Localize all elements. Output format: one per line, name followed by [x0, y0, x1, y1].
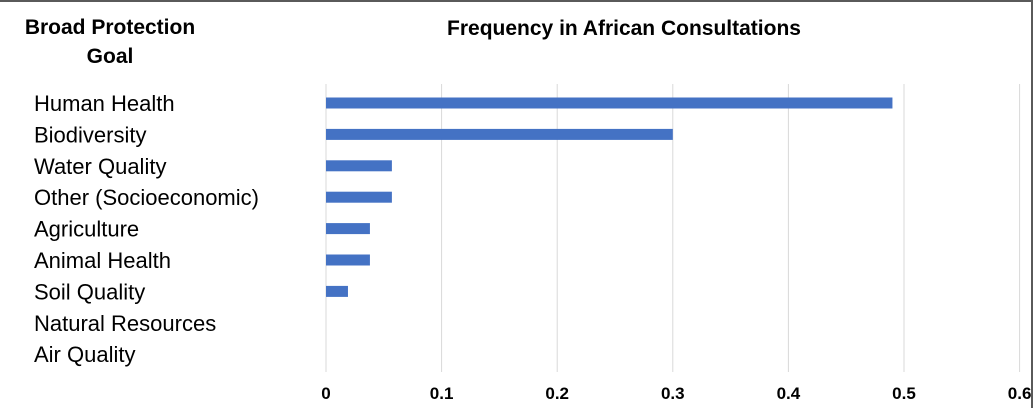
- category-label: Biodiversity: [34, 122, 146, 147]
- bar: [326, 128, 673, 140]
- bar: [326, 191, 392, 203]
- category-label: Soil Quality: [34, 279, 145, 304]
- bar: [326, 254, 370, 266]
- category-label: Agriculture: [34, 217, 139, 242]
- bar: [326, 223, 370, 235]
- x-tick-label: 0: [321, 384, 330, 403]
- x-axis-ticks: 0 0.1 0.2 0.3 0.4 0.5 0.6: [321, 384, 1031, 403]
- category-label: Natural Resources: [34, 311, 216, 336]
- x-tick-label: 0.4: [777, 384, 801, 403]
- bar: [326, 285, 348, 297]
- column-header-line-2: Goal: [87, 45, 134, 68]
- category-labels: Human Health Biodiversity Water Quality Oth…: [34, 91, 259, 367]
- category-label: Water Quality: [34, 154, 166, 179]
- chart-title: Frequency in African Consultations: [447, 17, 801, 40]
- x-tick-label: 0.1: [430, 384, 454, 403]
- bar: [326, 160, 392, 172]
- category-label: Human Health: [34, 91, 175, 116]
- category-label: Animal Health: [34, 248, 171, 273]
- x-tick-label: 0.2: [545, 384, 569, 403]
- x-tick-label: 0.3: [661, 384, 685, 403]
- bar: [326, 97, 893, 109]
- category-label: Air Quality: [34, 342, 135, 367]
- x-tick-label: 0.5: [892, 384, 916, 403]
- x-tick-label: 0.6: [1008, 384, 1032, 403]
- column-header-line-1: Broad Protection: [25, 16, 195, 39]
- gridlines: [325, 84, 1021, 372]
- category-label: Other (Socioeconomic): [34, 185, 259, 210]
- bars: [326, 97, 893, 297]
